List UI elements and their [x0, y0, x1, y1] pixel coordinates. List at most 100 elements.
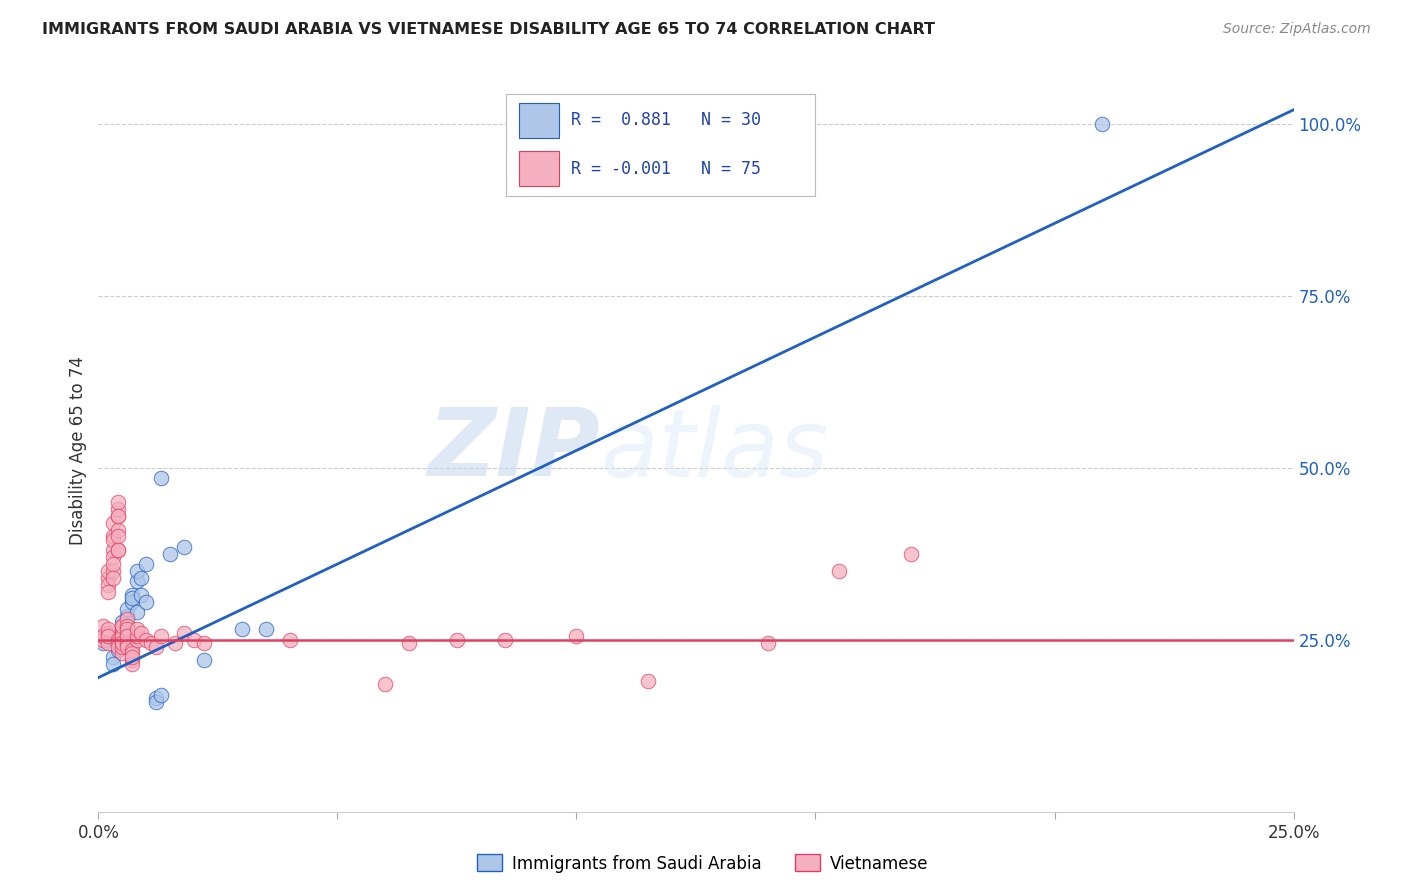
Point	[159, 547, 181, 561]
Point	[101, 557, 124, 571]
Point	[107, 629, 129, 643]
Point	[97, 623, 120, 637]
Point	[101, 529, 124, 543]
Text: atlas: atlas	[600, 405, 828, 496]
Point	[101, 533, 124, 547]
Point	[374, 677, 396, 691]
Point	[97, 571, 120, 585]
Point	[1091, 117, 1114, 131]
Point	[121, 649, 143, 664]
Text: R = -0.001   N = 75: R = -0.001 N = 75	[571, 160, 761, 178]
Point	[183, 632, 205, 647]
Point	[107, 529, 129, 543]
Point	[115, 623, 138, 637]
Point	[97, 625, 120, 640]
Point	[231, 623, 253, 637]
Point	[125, 629, 148, 643]
Point	[398, 636, 420, 650]
Point	[565, 629, 588, 643]
Point	[173, 540, 195, 554]
Point	[494, 632, 516, 647]
Point	[900, 547, 922, 561]
Point	[125, 574, 148, 589]
Legend: Immigrants from Saudi Arabia, Vietnamese: Immigrants from Saudi Arabia, Vietnamese	[471, 847, 935, 880]
Point	[115, 629, 138, 643]
Point	[107, 640, 129, 654]
Point	[125, 605, 148, 619]
Point	[193, 636, 215, 650]
Point	[91, 629, 114, 643]
Point	[111, 619, 134, 633]
Point	[121, 647, 143, 661]
Point	[125, 632, 148, 647]
Point	[173, 625, 195, 640]
Point	[107, 543, 129, 558]
Point	[115, 601, 138, 615]
Bar	[519, 151, 558, 186]
Point	[111, 647, 134, 661]
Point	[121, 643, 143, 657]
Point	[115, 629, 138, 643]
Point	[149, 629, 172, 643]
Point	[111, 625, 134, 640]
Point	[828, 564, 851, 578]
Point	[121, 653, 143, 667]
Point	[637, 673, 659, 688]
Point	[193, 653, 215, 667]
Point	[254, 623, 277, 637]
Point	[115, 619, 138, 633]
Point	[163, 636, 186, 650]
Point	[135, 557, 157, 571]
Point	[278, 632, 301, 647]
Point	[107, 643, 129, 657]
Point	[756, 636, 779, 650]
Point	[111, 615, 134, 630]
Point	[115, 608, 138, 623]
Point	[111, 623, 134, 637]
Point	[107, 636, 129, 650]
Point	[125, 623, 148, 637]
Point	[107, 632, 129, 647]
Point	[91, 619, 114, 633]
Point	[111, 629, 134, 643]
Point	[107, 502, 129, 516]
Point	[91, 636, 114, 650]
Point	[97, 577, 120, 591]
Point	[131, 588, 153, 602]
Y-axis label: Disability Age 65 to 74: Disability Age 65 to 74	[69, 356, 87, 545]
Point	[101, 657, 124, 671]
Point	[149, 471, 172, 485]
Point	[135, 595, 157, 609]
Point	[145, 691, 167, 706]
Point	[115, 619, 138, 633]
Point	[145, 695, 167, 709]
Text: R =  0.881   N = 30: R = 0.881 N = 30	[571, 112, 761, 129]
Point	[111, 640, 134, 654]
Point	[115, 632, 138, 647]
Point	[97, 564, 120, 578]
Point	[115, 612, 138, 626]
Text: IMMIGRANTS FROM SAUDI ARABIA VS VIETNAMESE DISABILITY AGE 65 TO 74 CORRELATION C: IMMIGRANTS FROM SAUDI ARABIA VS VIETNAME…	[42, 22, 935, 37]
Bar	[519, 103, 558, 137]
Point	[111, 636, 134, 650]
Point	[97, 584, 120, 599]
Point	[135, 632, 157, 647]
Point	[446, 632, 468, 647]
Point	[125, 564, 148, 578]
Point	[131, 571, 153, 585]
Point	[97, 629, 120, 643]
Point	[121, 588, 143, 602]
Point	[149, 688, 172, 702]
Point	[111, 636, 134, 650]
Point	[121, 657, 143, 671]
Point	[101, 564, 124, 578]
Point	[139, 636, 162, 650]
Text: ZIP: ZIP	[427, 404, 600, 497]
Point	[107, 495, 129, 509]
Point	[101, 649, 124, 664]
Point	[107, 508, 129, 523]
Point	[121, 595, 143, 609]
Point	[111, 619, 134, 633]
Point	[101, 516, 124, 530]
Point	[111, 629, 134, 643]
